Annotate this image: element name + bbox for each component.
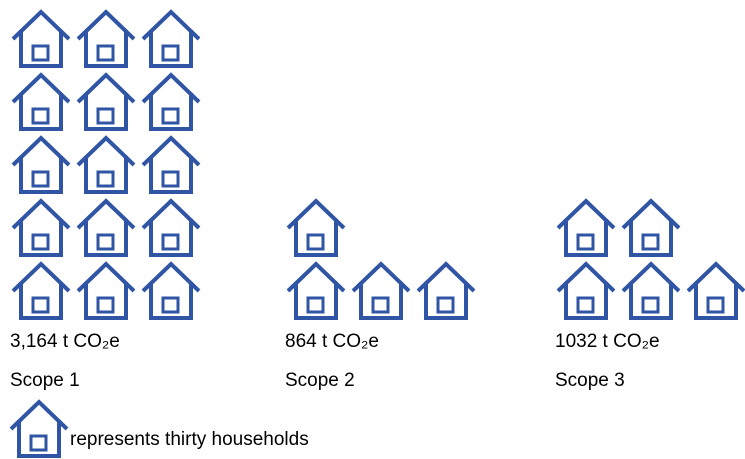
category-label: Scope 3: [555, 370, 625, 391]
house-icon: [76, 198, 136, 257]
window: [576, 296, 595, 314]
walls: [84, 282, 128, 320]
window: [641, 296, 660, 314]
house-icon: [286, 198, 346, 257]
house-icon: [416, 261, 476, 320]
walls: [359, 282, 403, 320]
house-icon: [286, 261, 346, 320]
window: [161, 170, 180, 188]
house-icon: [351, 261, 411, 320]
walls: [294, 282, 338, 320]
walls: [564, 219, 608, 257]
window: [161, 107, 180, 125]
window: [96, 233, 115, 251]
house-icon: [621, 261, 681, 320]
house-icon: [556, 198, 616, 257]
house-icon: [76, 9, 136, 68]
walls: [19, 93, 63, 131]
house-icon: [141, 72, 201, 131]
window: [706, 296, 725, 314]
window: [371, 296, 390, 314]
house-icon: [686, 261, 745, 320]
house-icon: [11, 261, 71, 320]
walls: [19, 282, 63, 320]
window: [31, 170, 50, 188]
walls: [19, 156, 63, 194]
category-label: Scope 2: [285, 370, 355, 391]
window: [96, 170, 115, 188]
window: [436, 296, 455, 314]
house-icon: [11, 9, 71, 68]
house-icon: [11, 135, 71, 194]
window: [161, 233, 180, 251]
walls: [149, 156, 193, 194]
house-icon: [76, 135, 136, 194]
walls: [17, 420, 61, 458]
value-label: 1032 t CO₂e: [555, 331, 660, 352]
walls: [294, 219, 338, 257]
walls: [19, 30, 63, 68]
window: [31, 44, 50, 62]
category-label: Scope 1: [10, 370, 80, 391]
window: [641, 233, 660, 251]
house-icon: [556, 261, 616, 320]
window: [31, 233, 50, 251]
house-icon: [76, 261, 136, 320]
walls: [694, 282, 738, 320]
walls: [84, 93, 128, 131]
window: [29, 434, 48, 452]
walls: [424, 282, 468, 320]
house-icon: [9, 399, 69, 458]
house-icon: [141, 261, 201, 320]
house-icon: [11, 72, 71, 131]
walls: [84, 219, 128, 257]
walls: [149, 219, 193, 257]
window: [31, 296, 50, 314]
window: [31, 107, 50, 125]
window: [161, 44, 180, 62]
legend-text: represents thirty households: [70, 429, 309, 450]
house-icon: [141, 9, 201, 68]
walls: [84, 30, 128, 68]
house-icon: [621, 198, 681, 257]
walls: [629, 282, 673, 320]
window: [306, 296, 325, 314]
walls: [564, 282, 608, 320]
walls: [629, 219, 673, 257]
house-icon: [141, 198, 201, 257]
window: [161, 296, 180, 314]
house-icon: [76, 72, 136, 131]
walls: [149, 30, 193, 68]
house-icon: [141, 135, 201, 194]
walls: [84, 156, 128, 194]
walls: [149, 93, 193, 131]
window: [96, 44, 115, 62]
window: [306, 233, 325, 251]
walls: [19, 219, 63, 257]
house-icon: [11, 198, 71, 257]
window: [96, 107, 115, 125]
window: [576, 233, 595, 251]
walls: [149, 282, 193, 320]
value-label: 3,164 t CO₂e: [10, 331, 120, 352]
window: [96, 296, 115, 314]
value-label: 864 t CO₂e: [285, 331, 379, 352]
